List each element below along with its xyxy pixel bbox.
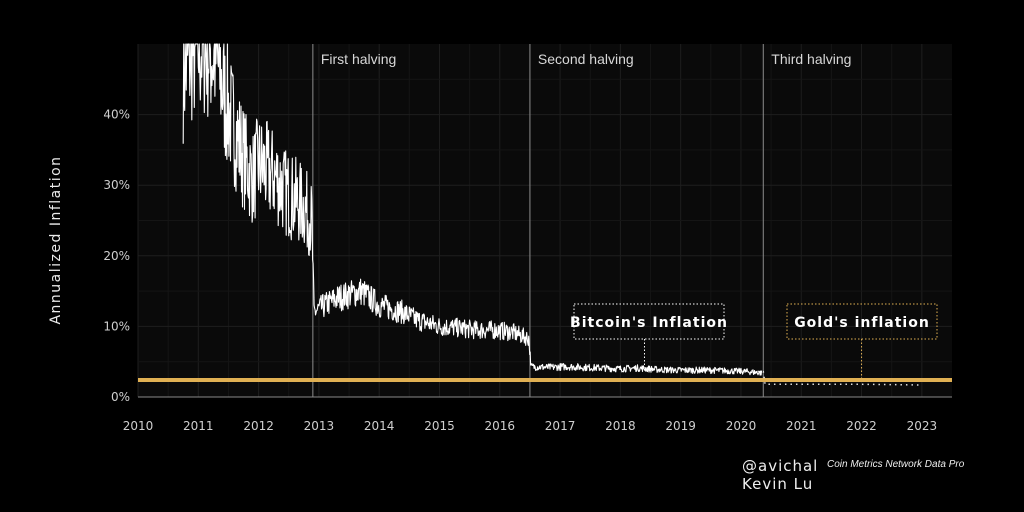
y-tick-label: 40% — [103, 108, 130, 122]
bitcoin-inflation-line — [182, 43, 763, 376]
annotations: Bitcoin's Inflation Gold's inflation — [570, 303, 938, 379]
x-tick-label: 2016 — [485, 419, 516, 433]
x-tick-label: 2017 — [545, 419, 576, 433]
x-tick-label: 2014 — [364, 419, 395, 433]
twitter-handle: @avichal — [742, 457, 819, 475]
x-tick-label: 2021 — [786, 419, 817, 433]
halving-label: First halving — [321, 51, 396, 67]
halving-label: Third halving — [771, 51, 851, 67]
y-tick-label: 0% — [111, 390, 130, 404]
halving-label: Second halving — [538, 51, 634, 67]
y-axis-label: Annualized Inflation — [48, 155, 64, 324]
x-tick-label: 2020 — [726, 419, 757, 433]
x-tick-label: 2023 — [907, 419, 938, 433]
annotation-box — [573, 303, 725, 340]
x-tick-label: 2018 — [605, 419, 636, 433]
x-tick-label: 2010 — [123, 419, 154, 433]
x-tick-label: 2022 — [846, 419, 877, 433]
annotation-label: Bitcoin's Inflation — [570, 315, 728, 331]
halving-markers: First halving Second halving Third halving — [312, 44, 851, 397]
x-tick-label: 2013 — [304, 419, 335, 433]
series-layer — [138, 43, 952, 386]
data-source: Coin Metrics Network Data Pro — [827, 459, 965, 470]
x-tick-label: 2012 — [243, 419, 274, 433]
axes: 2010 2011 2012 2013 2014 2015 2016 2017 2018 2019… — [103, 108, 952, 433]
x-tick-label: 2019 — [665, 419, 696, 433]
y-tick-label: 10% — [103, 319, 130, 333]
x-tick-label: 2015 — [424, 419, 455, 433]
x-tick-label: 2011 — [183, 419, 214, 433]
annotation-label: Gold's inflation — [794, 315, 930, 331]
y-tick-label: 30% — [103, 178, 130, 192]
y-tick-label: 20% — [103, 249, 130, 263]
author-name: Kevin Lu — [742, 475, 814, 493]
